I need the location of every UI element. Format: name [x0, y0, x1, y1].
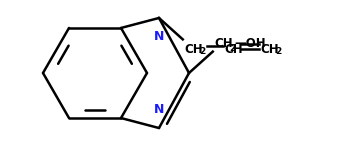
Text: 2: 2 — [199, 47, 205, 56]
Text: N: N — [154, 30, 164, 43]
Text: 2: 2 — [229, 44, 235, 53]
Text: 2: 2 — [275, 47, 281, 56]
Text: —OH: —OH — [235, 37, 266, 50]
Text: N: N — [154, 103, 164, 116]
Text: CH: CH — [185, 43, 204, 56]
Text: CH: CH — [215, 37, 233, 50]
Text: CH: CH — [225, 43, 243, 56]
Text: CH: CH — [261, 43, 279, 56]
